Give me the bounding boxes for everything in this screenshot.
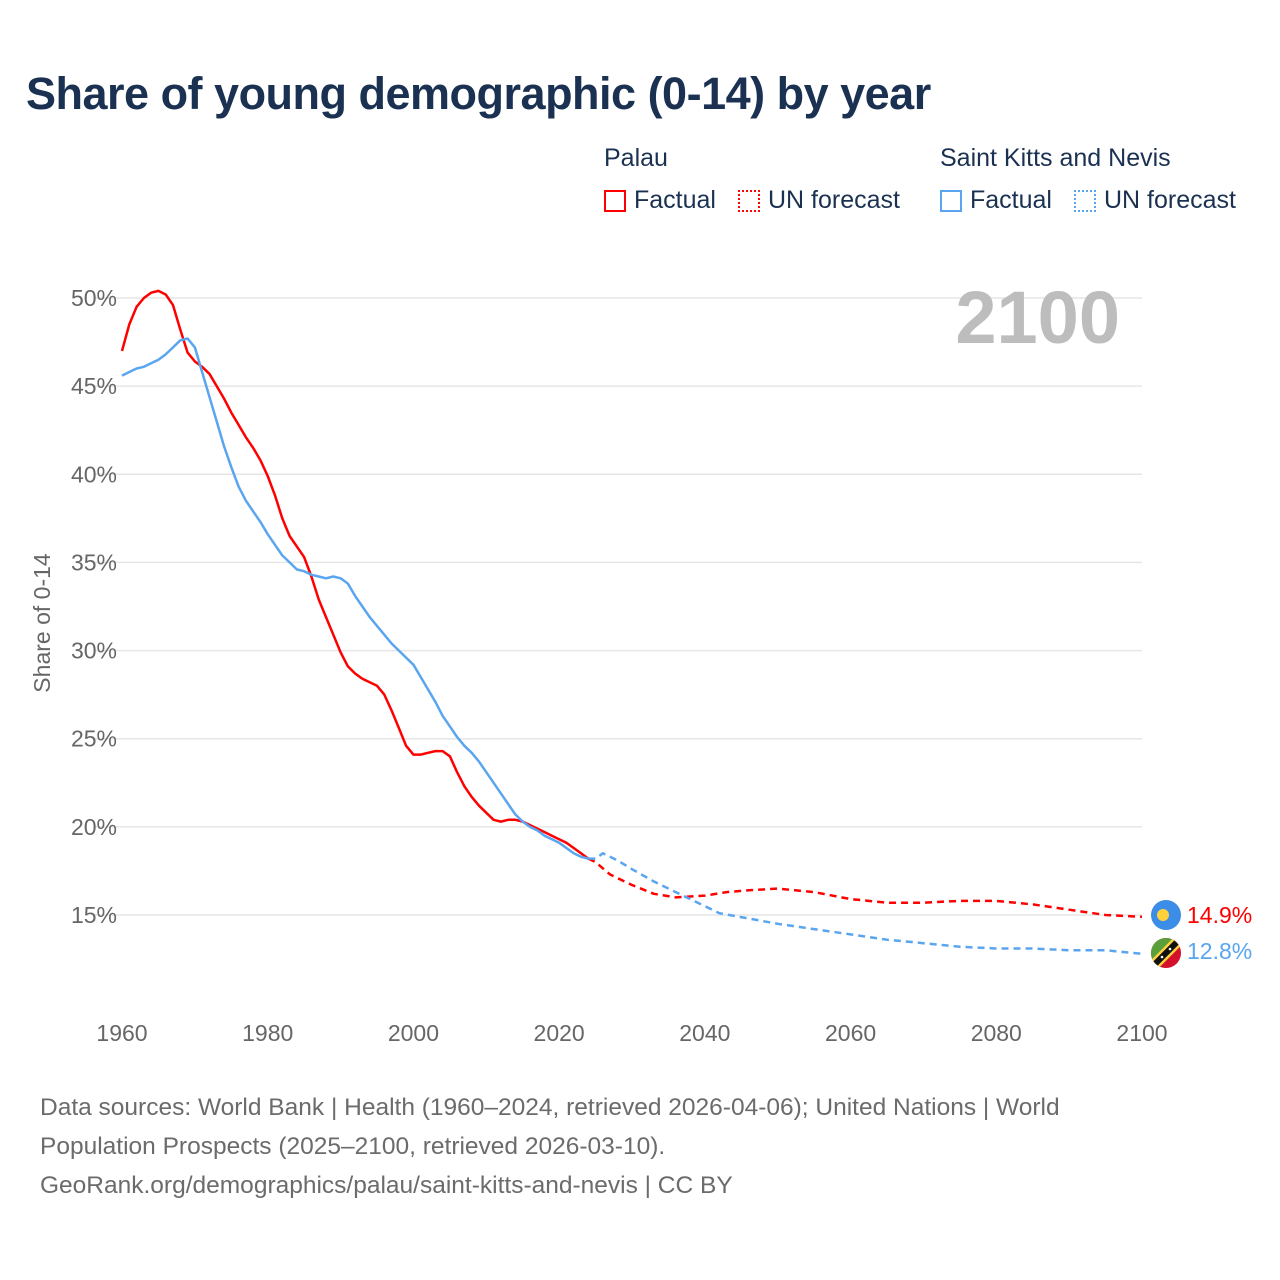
legend-country-palau: Palau	[604, 144, 668, 172]
x-tick-label: 1980	[242, 1020, 293, 1046]
palau-flag-icon	[1151, 900, 1181, 930]
end-label-palau: 14.9%	[1187, 902, 1252, 928]
series-lines	[120, 289, 1143, 956]
footer-line: GeoRank.org/demographics/palau/saint-kit…	[40, 1172, 733, 1199]
y-tick-label: 30%	[71, 638, 117, 664]
x-tick-label: 2060	[825, 1020, 876, 1046]
y-tick-label: 15%	[71, 902, 117, 928]
y-tick-label: 40%	[71, 461, 117, 487]
series-line-saint-kitts-and-nevis-factual	[121, 337, 589, 860]
legend-skn-factual[interactable]: Factual	[940, 186, 1052, 215]
footer-sources: Data sources: World Bank | Health (1960–…	[40, 1088, 1060, 1205]
x-tick-label: 2000	[388, 1020, 439, 1046]
x-tick-labels: 1960 1980 2000 2020 2040 2060 2080 2100	[96, 1020, 1167, 1046]
legend-country-skn: Saint Kitts and Nevis	[940, 144, 1171, 172]
x-tick-label: 2020	[534, 1020, 585, 1046]
y-axis-label: Share of 0-14	[29, 553, 55, 693]
series-line-palau-un-forecast	[587, 857, 1143, 919]
legend-swatch-dotted	[738, 189, 760, 212]
x-tick-label: 2080	[971, 1020, 1022, 1046]
y-tick-label: 35%	[71, 549, 117, 575]
y-tick-label: 45%	[71, 373, 117, 399]
end-label-skn: 12.8%	[1187, 938, 1252, 964]
chart-title: Share of young demographic (0-14) by yea…	[26, 68, 931, 119]
year-display: 2100	[955, 276, 1120, 359]
legend-label: UN forecast	[768, 186, 900, 214]
series-line-saint-kitts-and-nevis-un-forecast	[588, 852, 1143, 956]
legend-swatch-dotted	[1074, 189, 1096, 212]
legend-swatch-solid	[940, 189, 962, 212]
legend-label: Factual	[970, 186, 1052, 214]
legend-palau-forecast[interactable]: UN forecast	[738, 186, 900, 215]
y-tick-label: 50%	[71, 285, 117, 311]
x-tick-label: 1960	[96, 1020, 147, 1046]
legend-label: Factual	[634, 186, 716, 214]
footer-line: Data sources: World Bank | Health (1960–…	[40, 1094, 1060, 1121]
legend-swatch-solid	[604, 189, 626, 212]
legend-palau-factual[interactable]: Factual	[604, 186, 716, 215]
footer-line: Population Prospects (2025–2100, retriev…	[40, 1133, 666, 1160]
y-tick-labels: 15% 20% 25% 30% 35% 40% 45% 50%	[71, 285, 117, 928]
x-tick-label: 2040	[679, 1020, 730, 1046]
series-line-palau-factual	[120, 289, 590, 860]
saint-kitts-and-nevis-flag-icon	[1151, 938, 1181, 968]
legend-label: UN forecast	[1104, 186, 1236, 214]
x-tick-label: 2100	[1116, 1020, 1167, 1046]
y-tick-label: 25%	[71, 726, 117, 752]
gridlines	[95, 297, 1142, 916]
legend-skn-forecast[interactable]: UN forecast	[1074, 186, 1236, 215]
y-tick-label: 20%	[71, 814, 117, 840]
line-chart: 15% 20% 25% 30% 35% 40% 45% 50% 1960 1980 2000 202…	[29, 276, 1252, 1046]
